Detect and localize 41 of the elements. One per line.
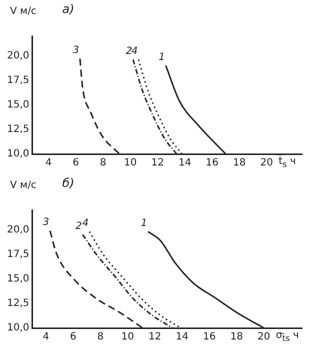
x-tick-label: 4 (42, 332, 50, 343)
x-axis-title: σ$_{t̄s}$ ч (276, 330, 299, 343)
series-label: 1 (158, 52, 165, 64)
y-tick-label: 15,0 (7, 99, 30, 110)
x-tick-label: 14 (176, 332, 188, 343)
x-tick-label: 14 (178, 158, 192, 169)
chart-title: а) (62, 2, 74, 16)
x-tick-label: 6 (72, 158, 80, 169)
x-tick-label: 18 (230, 332, 243, 343)
x-tick-label: 16 (206, 158, 218, 169)
series-label: 2 (75, 221, 82, 232)
x-tick-label: 10 (124, 158, 137, 169)
y-tick-label: 10,0 (7, 148, 30, 160)
y-tick-label: 12,5 (7, 298, 30, 310)
x-tick-label: 20 (260, 158, 273, 169)
series-label: 4 (131, 46, 138, 58)
x-tick-label: 18 (232, 158, 246, 169)
y-axis-title: V м/с (10, 6, 36, 17)
y-tick-label: 17,5 (7, 248, 30, 260)
x-tick-label: 16 (202, 332, 216, 343)
x-tick-label: 8 (100, 158, 106, 169)
series-label: 3 (42, 217, 50, 228)
y-tick-label: 17,5 (7, 74, 30, 86)
y-tick-label: 20,0 (7, 50, 30, 62)
x-tick-label: 8 (97, 332, 104, 343)
x-tick-label: 12 (148, 332, 162, 343)
x-tick-label: 20 (257, 332, 270, 343)
x-tick-label: 6 (70, 332, 76, 343)
x-tick-label: 10 (121, 332, 134, 343)
x-tick-label: 4 (45, 158, 52, 169)
y-tick-label: 10,0 (7, 322, 30, 334)
series-label: 3 (72, 45, 80, 56)
y-tick-label: 15,0 (7, 273, 30, 284)
y-tick-label: 20,0 (7, 224, 30, 236)
series-label: 2 (126, 46, 132, 58)
series-label: 4 (82, 218, 89, 230)
series-label: 1 (140, 218, 148, 230)
y-axis-title: V м/с (10, 180, 36, 191)
chart-title: б) (62, 176, 74, 190)
y-tick-label: 12,5 (7, 124, 30, 136)
x-tick-label: 12 (151, 158, 164, 169)
